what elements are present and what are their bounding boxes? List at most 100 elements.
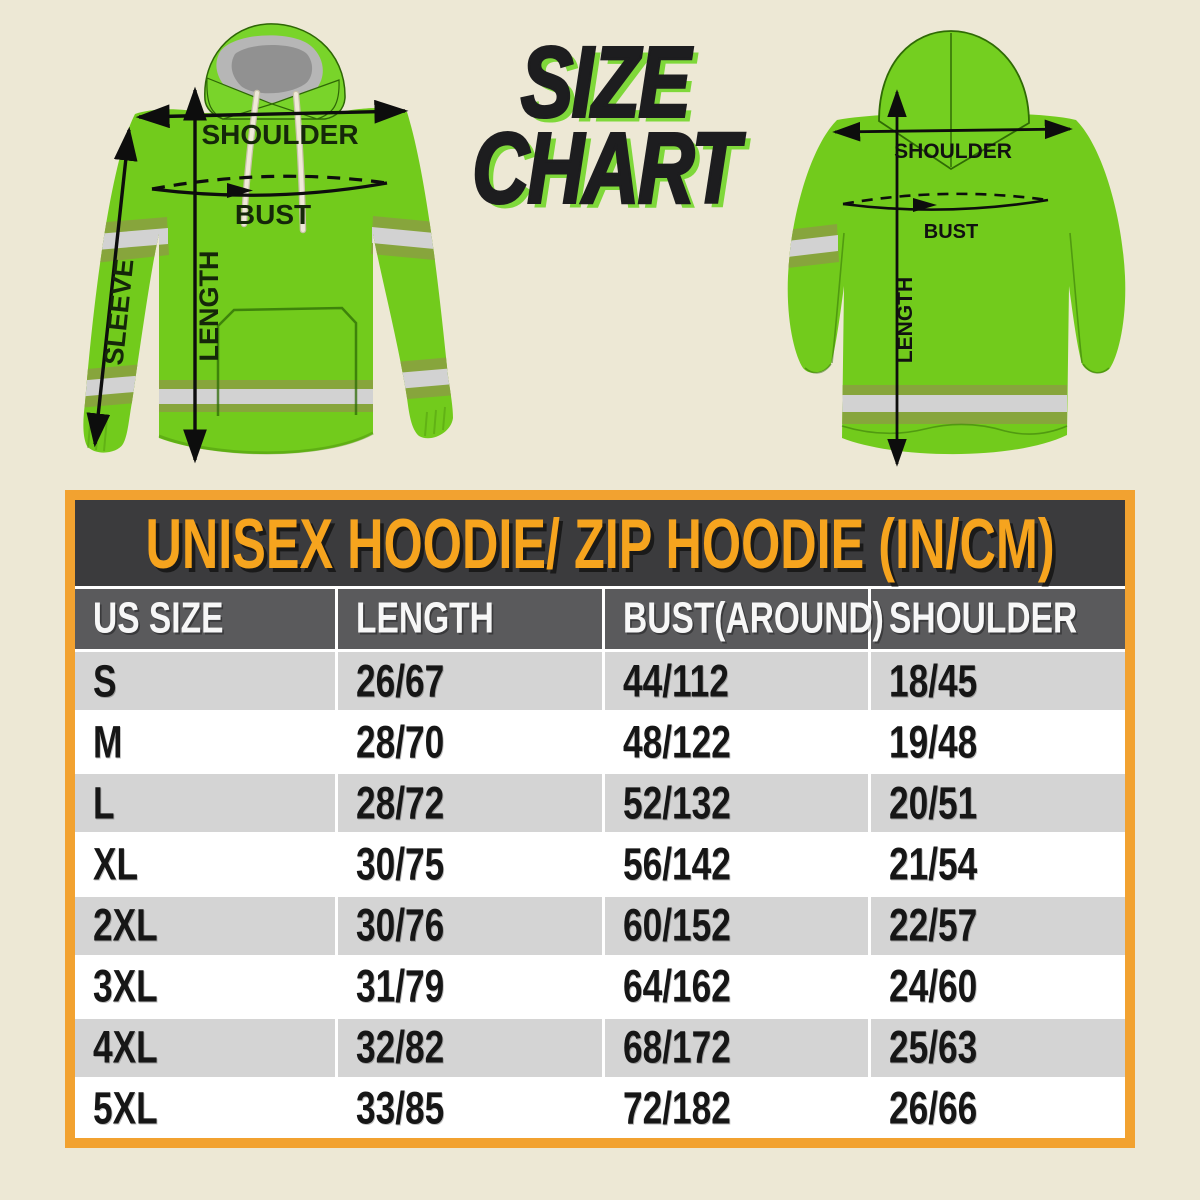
length-cell: 26/67 (338, 652, 602, 711)
table-title-band: UNISEX HOODIE/ ZIP HOODIE (IN/CM) (75, 500, 1125, 586)
us-size-cell: L (75, 774, 335, 833)
front-sleeve-arrow (86, 126, 138, 448)
bust-value: 44/112 (623, 655, 729, 706)
front-hoodie-diagram: SHOULDER BUST LENGTH SLEEVE (83, 23, 454, 464)
bust-cell: 48/122 (605, 713, 868, 772)
back-bust-arrowhead (913, 198, 937, 212)
shoulder-cell: 20/51 (871, 774, 1125, 833)
table-row: S 26/67 44/112 18/45 (75, 652, 1125, 711)
us-size-value: 5XL (93, 1083, 158, 1134)
back-annotations (832, 89, 1073, 467)
front-hoodie-body (83, 108, 453, 455)
table-row: M 28/70 48/122 19/48 (75, 713, 1125, 772)
length-cell: 30/76 (338, 896, 602, 955)
bust-cell: 68/172 (605, 1018, 868, 1077)
front-bust-ellipse-solid (151, 181, 388, 197)
front-length-label: LENGTH (194, 251, 224, 362)
column-header-label: SHOULDER (889, 594, 1078, 643)
shoulder-cell: 18/45 (871, 652, 1125, 711)
us-size-value: 4XL (93, 1021, 158, 1073)
front-bust-arrowhead (227, 183, 253, 198)
table-title: UNISEX HOODIE/ ZIP HOODIE (IN/CM) (145, 503, 1055, 583)
shoulder-value: 26/66 (889, 1083, 978, 1134)
length-cell: 31/79 (338, 957, 602, 1016)
shoulder-value: 24/60 (889, 960, 978, 1012)
us-size-cell: S (75, 652, 335, 711)
us-size-cell: 5XL (75, 1079, 335, 1138)
back-bust-ellipse-solid (842, 198, 1049, 211)
back-bust-label: BUST (924, 221, 978, 243)
back-hoodie-diagram: SHOULDER BUST LENGTH (787, 30, 1126, 467)
us-size-value: XL (93, 838, 139, 890)
table-body: S 26/67 44/112 18/45 M 28/70 (75, 652, 1125, 1138)
column-header-bust: BUST(AROUND) (605, 589, 884, 649)
table-row: 4XL 32/82 68/172 25/63 (75, 1018, 1125, 1077)
column-header-length: LENGTH (338, 589, 602, 649)
back-bust-ellipse-dashed (842, 192, 1049, 206)
front-shoulder-label: SHOULDER (201, 119, 358, 150)
shoulder-cell: 26/66 (871, 1079, 1125, 1138)
bust-value: 68/172 (623, 1021, 731, 1073)
table-row: L 28/72 52/132 20/51 (75, 774, 1125, 833)
us-size-cell: M (75, 713, 335, 772)
bust-value: 60/152 (623, 899, 731, 951)
length-cell: 28/72 (338, 774, 602, 833)
length-cell: 30/75 (338, 835, 602, 894)
title-line-1: SIZE (520, 26, 693, 139)
shoulder-value: 19/48 (889, 716, 978, 767)
bust-value: 72/182 (623, 1083, 731, 1134)
us-size-cell: 2XL (75, 896, 335, 955)
table-header-row: US SIZE LENGTH BUST(AROUND) SHOULDER (75, 589, 1125, 649)
bust-value: 56/142 (623, 838, 731, 890)
back-shoulder-arrow (832, 119, 1073, 142)
bust-value: 64/162 (623, 960, 731, 1012)
length-cell: 33/85 (338, 1079, 602, 1138)
back-shoulder-label: SHOULDER (894, 140, 1012, 163)
us-size-cell: 3XL (75, 957, 335, 1016)
shoulder-cell: 21/54 (871, 835, 1125, 894)
column-header-label: BUST(AROUND) (623, 594, 884, 643)
length-value: 32/82 (356, 1021, 445, 1073)
shoulder-value: 25/63 (889, 1021, 978, 1073)
back-seams (804, 232, 1110, 435)
length-value: 28/70 (356, 716, 445, 767)
bust-value: 48/122 (623, 716, 731, 767)
front-annotations (86, 86, 409, 464)
shoulder-cell: 24/60 (871, 957, 1125, 1016)
table-row: 5XL 33/85 72/182 26/66 (75, 1079, 1125, 1138)
column-header-label: US SIZE (93, 594, 224, 643)
length-cell: 32/82 (338, 1018, 602, 1077)
shoulder-value: 21/54 (889, 838, 978, 890)
length-value: 30/75 (356, 838, 445, 890)
table-row: XL 30/75 56/142 21/54 (75, 835, 1125, 894)
us-size-cell: 4XL (75, 1018, 335, 1077)
us-size-value: M (93, 716, 123, 767)
us-size-value: L (93, 777, 115, 829)
bust-cell: 52/132 (605, 774, 868, 833)
length-value: 33/85 (356, 1083, 445, 1134)
length-cell: 28/70 (338, 713, 602, 772)
length-value: 26/67 (356, 655, 445, 706)
shoulder-value: 18/45 (889, 655, 978, 706)
column-header-us-size: US SIZE (75, 589, 335, 649)
us-size-value: S (93, 655, 117, 706)
length-value: 28/72 (356, 777, 445, 829)
shoulder-cell: 25/63 (871, 1018, 1125, 1077)
front-bust-ellipse-dashed (151, 174, 388, 191)
size-chart-title: SIZE CHART (440, 26, 770, 225)
back-length-label: LENGTH (894, 277, 917, 363)
bust-cell: 60/152 (605, 896, 868, 955)
shoulder-value: 22/57 (889, 899, 978, 951)
column-header-label: LENGTH (356, 594, 494, 643)
bust-cell: 56/142 (605, 835, 868, 894)
table-row: 2XL 30/76 60/152 22/57 (75, 896, 1125, 955)
title-line-2: CHART (471, 112, 741, 225)
length-value: 31/79 (356, 960, 445, 1012)
us-size-cell: XL (75, 835, 335, 894)
bust-cell: 64/162 (605, 957, 868, 1016)
table-row: 3XL 31/79 64/162 24/60 (75, 957, 1125, 1016)
size-table: UNISEX HOODIE/ ZIP HOODIE (IN/CM) US SIZ… (65, 490, 1135, 1148)
front-bust-label: BUST (235, 199, 311, 230)
bust-cell: 44/112 (605, 652, 868, 711)
